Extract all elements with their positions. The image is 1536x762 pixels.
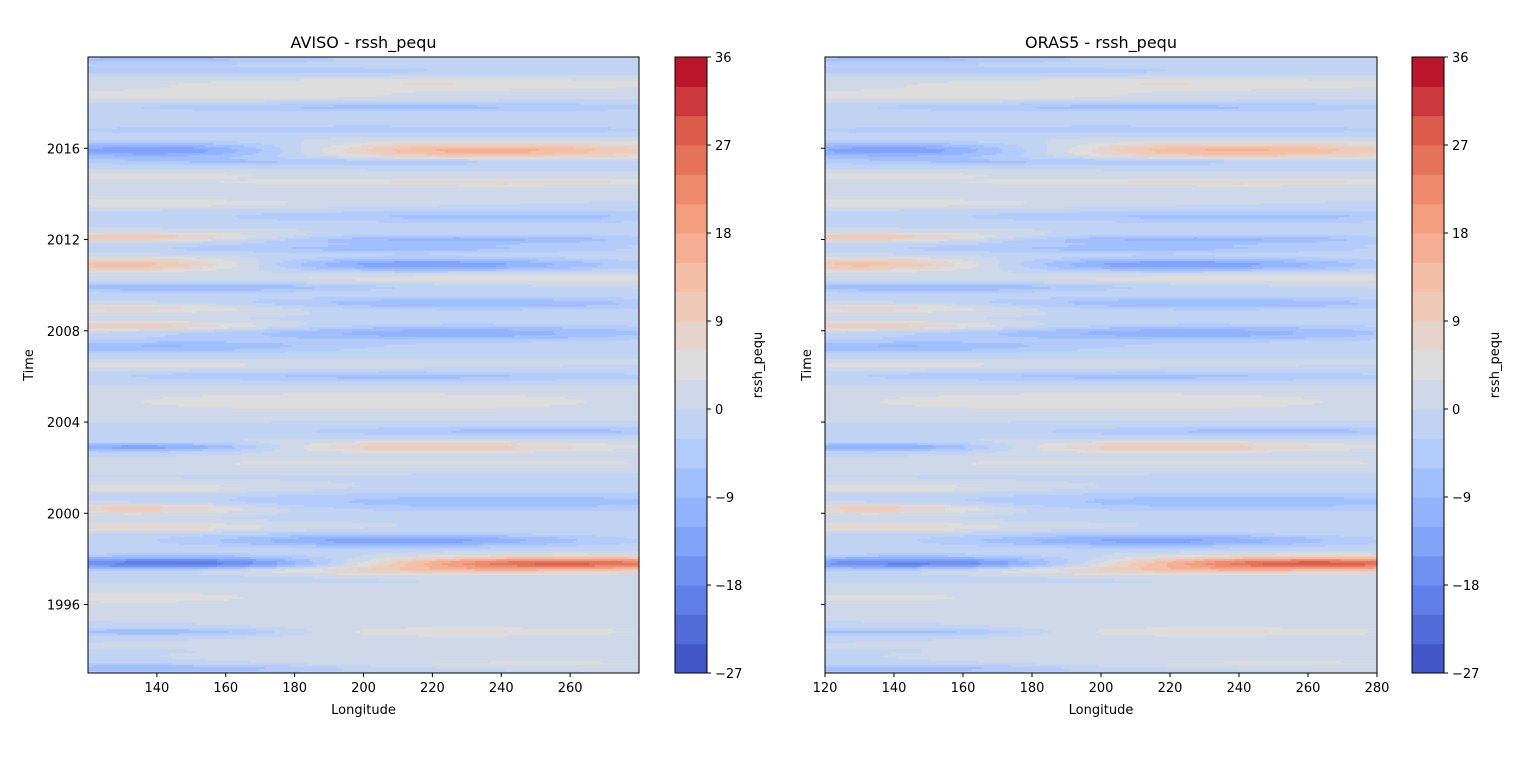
chart-title: AVISO - rssh_pequ — [291, 33, 437, 53]
colorbar-level — [675, 438, 707, 469]
colorbar-tick-label: 0 — [1452, 403, 1460, 418]
x-tick-label: 240 — [489, 681, 514, 696]
colorbar-tick-label: 9 — [715, 315, 723, 330]
colorbar-level — [675, 233, 707, 263]
colorbar-tick-label: −18 — [715, 579, 742, 594]
colorbar-level — [1412, 643, 1444, 674]
x-tick-label: 200 — [351, 681, 376, 696]
y-tick-label: 2000 — [47, 507, 80, 522]
x-tick-label: 180 — [1020, 681, 1045, 696]
y-tick-label: 2016 — [47, 142, 80, 157]
colorbar-level — [675, 350, 707, 381]
colorbar-level — [1412, 614, 1444, 645]
x-tick-label: 200 — [1089, 681, 1114, 696]
colorbar: −27 −18 −9 0 9 18 27 36 rssh_pequ — [674, 51, 766, 682]
colorbar-level — [675, 497, 707, 527]
colorbar-tick-label: −18 — [1452, 579, 1479, 594]
x-tick-label: 220 — [420, 681, 445, 696]
colorbar-level — [675, 145, 707, 175]
colorbar-level — [1412, 174, 1444, 205]
colorbar-level — [675, 409, 707, 439]
colorbar-level — [675, 291, 707, 322]
x-tick-label: 120 — [813, 681, 838, 696]
colorbar-level — [1412, 555, 1444, 586]
colorbar-level — [675, 614, 707, 645]
colorbar-level — [675, 203, 707, 234]
colorbar-level — [1412, 262, 1444, 293]
colorbar-level — [1412, 438, 1444, 469]
y-axis-label: Time — [800, 349, 815, 382]
x-axis-label: Longitude — [1069, 703, 1134, 718]
colorbar-level — [1412, 86, 1444, 117]
colorbar-tick-label: 9 — [1452, 315, 1460, 330]
colorbar-tick-label: −9 — [715, 491, 734, 506]
colorbar-level — [675, 321, 707, 351]
colorbar-level — [675, 467, 707, 498]
colorbar-level — [675, 174, 707, 205]
colorbar-frame — [1411, 56, 1445, 674]
colorbar-level — [675, 262, 707, 293]
chart-title: ORAS5 - rssh_pequ — [1025, 33, 1177, 53]
y-tick-label: 2012 — [47, 234, 80, 249]
colorbar-level — [675, 526, 707, 557]
colorbar-level — [1412, 585, 1444, 615]
colorbar-label: rssh_pequ — [751, 332, 766, 398]
colorbar-level — [675, 379, 707, 410]
colorbar-tick-label: 36 — [1452, 51, 1469, 66]
colorbar-tick-label: 0 — [715, 403, 723, 418]
colorbar-level — [675, 86, 707, 117]
colorbar-level — [1412, 350, 1444, 381]
colorbar-frame — [674, 56, 708, 674]
colorbar-tick-label: 36 — [715, 51, 732, 66]
heatmap-field — [825, 57, 1377, 673]
colorbar: −27 −18 −9 0 9 18 27 36 rssh_pequ — [1411, 51, 1503, 682]
colorbar-level — [675, 57, 707, 87]
colorbar-level — [675, 115, 707, 146]
colorbar-tick-label: 18 — [1452, 227, 1469, 242]
x-tick-label: 140 — [144, 681, 169, 696]
y-tick-label: 1996 — [47, 599, 80, 614]
x-tick-label: 140 — [882, 681, 907, 696]
colorbar-level — [1412, 203, 1444, 234]
colorbar-level — [675, 643, 707, 674]
colorbar-level — [1412, 291, 1444, 322]
x-tick-label: 180 — [282, 681, 307, 696]
colorbar-level — [1412, 379, 1444, 410]
x-tick-label: 160 — [213, 681, 238, 696]
y-tick-label: 2004 — [47, 416, 80, 431]
colorbar-level — [1412, 321, 1444, 351]
heatmap-field — [88, 57, 639, 673]
colorbar-level — [1412, 467, 1444, 498]
y-axis-label: Time — [22, 349, 37, 382]
x-tick-label: 260 — [558, 681, 583, 696]
colorbar-tick-label: 27 — [715, 139, 732, 154]
colorbar-label: rssh_pequ — [1488, 332, 1503, 398]
x-axis-label: Longitude — [331, 703, 396, 718]
colorbar-level — [1412, 145, 1444, 175]
colorbar-tick-label: −27 — [715, 667, 742, 682]
colorbar-level — [675, 555, 707, 586]
colorbar-tick-label: 18 — [715, 227, 732, 242]
colorbar-level — [1412, 115, 1444, 146]
x-tick-label: 220 — [1158, 681, 1183, 696]
colorbar-level — [1412, 526, 1444, 557]
colorbar-level — [1412, 233, 1444, 263]
x-tick-label: 240 — [1227, 681, 1252, 696]
colorbar-level — [1412, 57, 1444, 87]
x-tick-label: 260 — [1296, 681, 1321, 696]
colorbar-level — [1412, 497, 1444, 527]
colorbar-level — [1412, 409, 1444, 439]
colorbar-tick-label: 27 — [1452, 139, 1469, 154]
colorbar-tick-label: −9 — [1452, 491, 1471, 506]
x-tick-label: 160 — [951, 681, 976, 696]
y-tick-label: 2008 — [47, 325, 80, 340]
colorbar-tick-label: −27 — [1452, 667, 1479, 682]
colorbar-level — [675, 585, 707, 615]
x-tick-label: 280 — [1365, 681, 1390, 696]
